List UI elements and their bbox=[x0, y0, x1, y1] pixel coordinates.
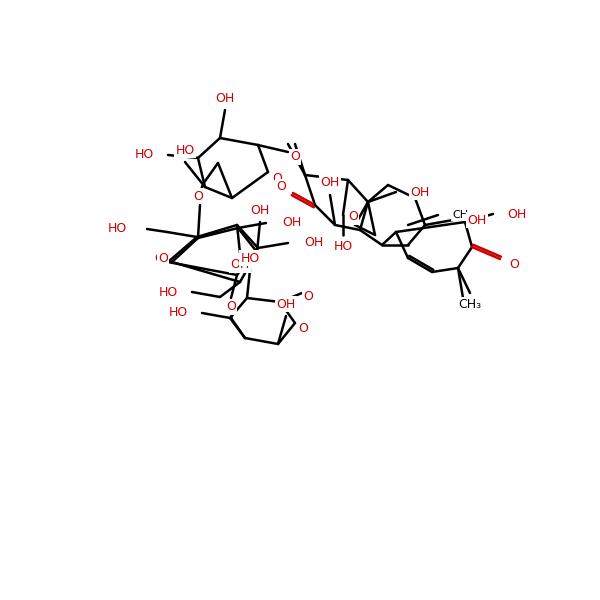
Text: OH: OH bbox=[277, 298, 296, 311]
Text: O: O bbox=[348, 211, 358, 223]
Text: OH: OH bbox=[467, 214, 486, 226]
Text: HO: HO bbox=[334, 241, 353, 253]
Text: OH: OH bbox=[215, 91, 235, 104]
Text: HO: HO bbox=[241, 251, 260, 265]
Text: O: O bbox=[154, 253, 164, 265]
Text: O: O bbox=[272, 173, 282, 185]
Text: OH: OH bbox=[282, 217, 301, 229]
Text: OH: OH bbox=[507, 208, 526, 220]
Text: OH: OH bbox=[230, 259, 250, 271]
Text: O: O bbox=[226, 301, 236, 313]
Text: O: O bbox=[509, 259, 519, 271]
Text: HO: HO bbox=[169, 307, 188, 319]
Text: HO: HO bbox=[135, 148, 154, 161]
Text: O: O bbox=[193, 190, 203, 202]
Text: CH₃: CH₃ bbox=[458, 298, 482, 311]
Text: O: O bbox=[290, 151, 300, 163]
Text: HO: HO bbox=[175, 143, 194, 157]
Text: O: O bbox=[158, 253, 168, 265]
Text: CH₃: CH₃ bbox=[452, 210, 473, 220]
Text: OH: OH bbox=[304, 236, 323, 250]
Text: OH: OH bbox=[320, 176, 340, 190]
Text: O: O bbox=[276, 181, 286, 193]
Text: HO: HO bbox=[108, 223, 127, 235]
Text: OH: OH bbox=[410, 185, 429, 199]
Text: O: O bbox=[298, 322, 308, 335]
Text: HO: HO bbox=[159, 286, 178, 298]
Text: O: O bbox=[303, 290, 313, 304]
Text: OH: OH bbox=[250, 203, 269, 217]
